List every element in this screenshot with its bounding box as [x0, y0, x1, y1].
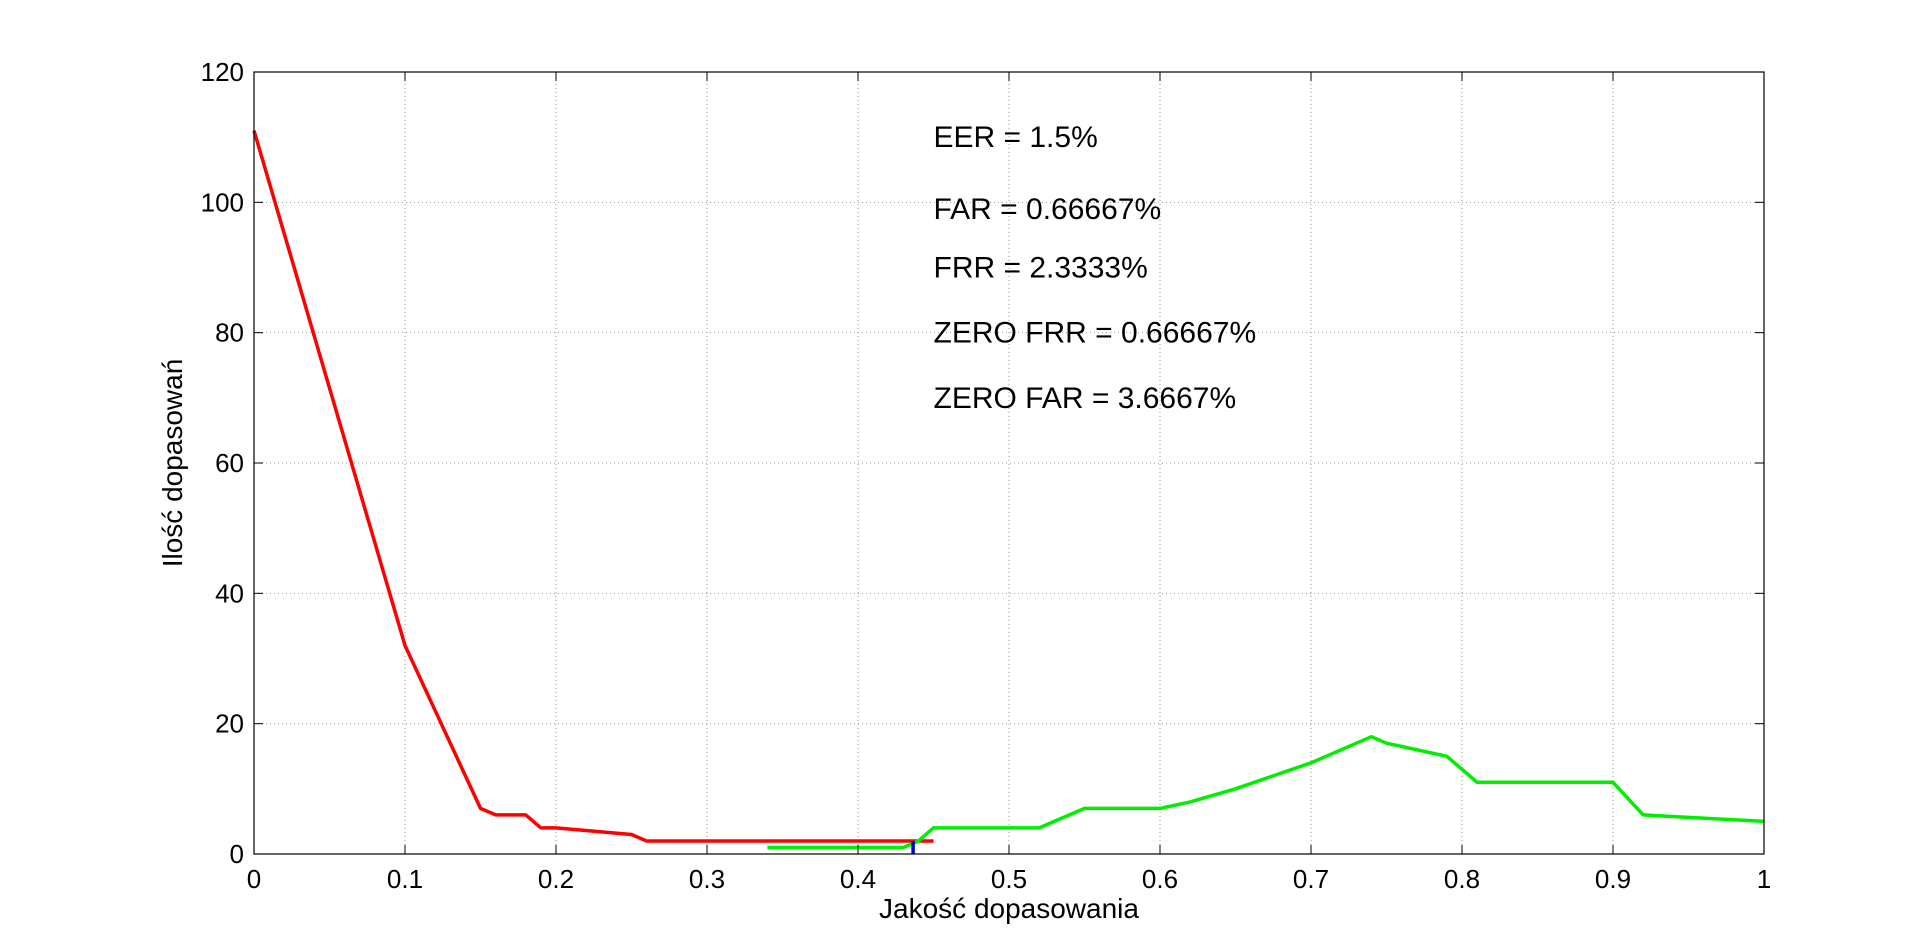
series-line-2 [767, 734, 1765, 850]
y-tick-label: 60 [215, 448, 244, 478]
x-tick-label: 0.6 [1142, 864, 1178, 894]
annotations: EER = 1.5% FAR = 0.66667% FRR = 2.3333% ZER… [934, 121, 1257, 415]
annotation-text: ZERO FAR = 3.6667% [934, 382, 1237, 415]
x-tick-label: 0.9 [1595, 864, 1631, 894]
x-tick-label: 0.7 [1293, 864, 1329, 894]
y-tick-label: 40 [215, 578, 244, 608]
series-layer [252, 130, 1765, 854]
y-tick-label: 0 [230, 839, 244, 869]
y-axis-label: Ilość dopasowań [157, 359, 188, 568]
y-tick-label: 100 [201, 187, 244, 217]
x-tick-label: 0.3 [689, 864, 725, 894]
x-tick-label: 0.1 [387, 864, 423, 894]
series-line-1 [252, 130, 934, 843]
x-tick-label: 0 [247, 864, 261, 894]
x-tick-label: 0.4 [840, 864, 876, 894]
y-tick-labels: 0 20 40 60 80 100 120 [201, 57, 244, 869]
x-axis-label: Jakość dopasowania [879, 893, 1139, 924]
annotation-text: FRR = 2.3333% [934, 252, 1148, 285]
y-tick-label: 20 [215, 709, 244, 739]
y-tick-label: 120 [201, 57, 244, 87]
annotation-text: ZERO FRR = 0.66667% [934, 317, 1257, 350]
ticks [253, 71, 1765, 855]
x-tick-label: 0.8 [1444, 864, 1480, 894]
annotation-text: EER = 1.5% [934, 121, 1098, 154]
x-tick-labels: 0 0.1 0.2 0.3 0.4 0.5 0.6 0.7 0.8 0.9 1 [247, 864, 1771, 894]
annotation-text: FAR = 0.66667% [934, 193, 1162, 226]
x-tick-label: 0.5 [991, 864, 1027, 894]
x-tick-label: 0.2 [538, 864, 574, 894]
y-tick-label: 80 [215, 318, 244, 348]
plot-area [254, 72, 1764, 854]
x-tick-label: 1 [1757, 864, 1771, 894]
